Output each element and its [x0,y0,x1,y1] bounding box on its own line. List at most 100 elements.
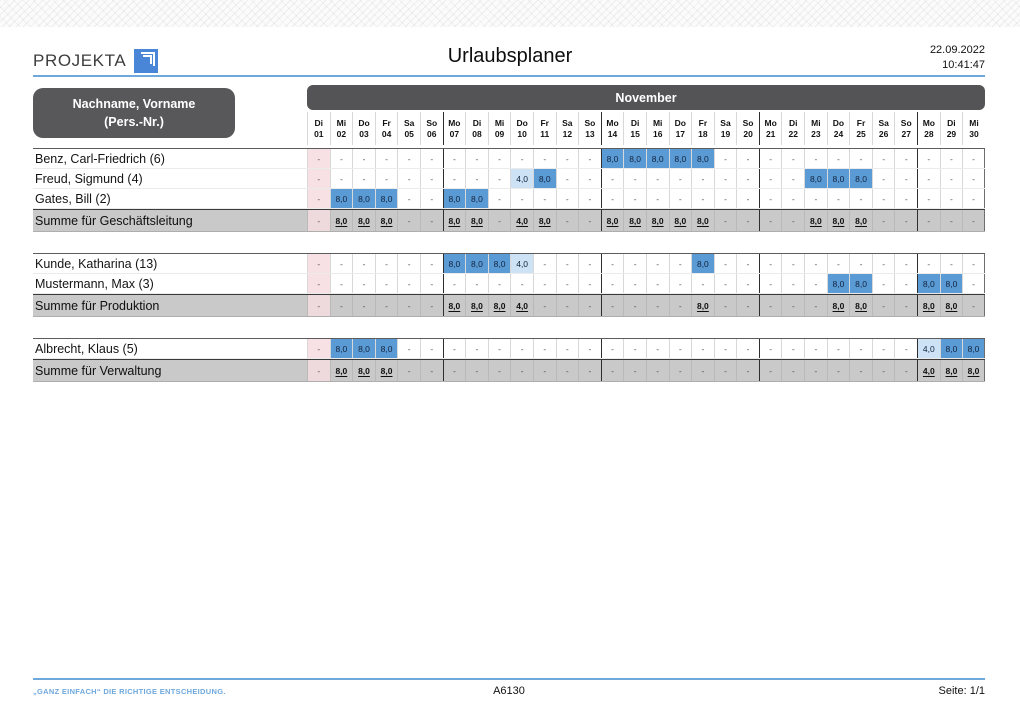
day-cell-22: - [781,339,804,358]
day-cell-18: 8,0 [691,149,714,168]
day-cell-08: - [465,274,488,293]
day-header-06: So 06 [419,112,443,145]
day-cell-15: - [623,295,646,316]
day-cell-24: 8,0 [826,274,850,293]
day-cell-26: - [871,254,895,273]
day-cell-11: - [532,189,556,208]
day-cell-27: - [894,254,917,273]
projekta-logo-icon [134,49,159,73]
day-cell-23: - [804,274,827,293]
day-cell-17: - [668,254,692,273]
day-cell-25: - [849,254,872,273]
day-cell-16: - [645,360,669,381]
day-cell-18: - [691,339,714,358]
day-cell-11: - [532,254,556,273]
day-cell-01: - [307,360,330,381]
day-cell-10: - [510,360,533,381]
day-cell-10: 4,0 [510,254,533,273]
day-header-29: Di 29 [939,112,963,145]
weekday-label: Di [472,117,482,128]
day-cell-30: - [962,295,985,316]
day-cell-02: - [329,149,353,168]
day-number-label: 09 [494,128,505,139]
weekday-label: Mi [494,117,505,128]
weekday-label: Fr [540,117,549,128]
day-cell-01: - [307,189,330,208]
day-number-label: 26 [878,128,889,139]
day-cell-12: - [555,339,579,358]
day-cell-15: - [623,169,646,188]
day-cell-24: - [826,254,850,273]
day-cell-13: - [578,360,601,381]
day-header-30: Mi 30 [962,112,985,145]
day-cell-26: - [871,149,895,168]
day-cell-23: - [804,254,827,273]
day-cell-26: - [871,189,895,208]
day-header-28: Mo 28 [917,112,940,145]
day-cell-29: - [939,254,963,273]
day-cell-30: 8,0 [962,360,985,381]
person-name: Albrecht, Klaus (5) [35,341,138,356]
day-cell-16: - [645,339,669,358]
day-cell-27: - [894,339,917,358]
day-cell-06: - [419,295,443,316]
day-number-label: 04 [381,128,392,139]
weekday-label: Mo [606,117,619,128]
day-cell-01: - [307,149,330,168]
day-cell-15: 8,0 [623,149,646,168]
day-cell-21: - [758,189,782,208]
report-time: 10:41:47 [942,58,985,71]
day-number-label: 27 [901,128,911,139]
person-row: Gates, Bill (2) -8,0 8,0 8,0- -8,0 8,0- - - - - - -… [33,189,985,209]
day-header-23: Mi 23 [804,112,827,145]
day-cell-22: - [781,295,804,316]
day-cell-14: 8,0 [600,210,624,231]
footer: „GANZ EINFACH“ DIE RICHTIGE ENTSCHEIDUNG… [33,678,985,702]
day-cell-02: 8,0 [329,189,353,208]
day-cell-16: - [645,189,669,208]
day-cell-26: - [871,210,895,231]
day-cell-21: - [758,295,782,316]
day-cell-14: - [600,189,624,208]
weekday-label: Di [789,117,798,128]
day-header-17: Do 17 [668,112,692,145]
day-cell-01: - [307,274,330,293]
day-cell-30: - [962,274,985,293]
day-cell-19: - [713,210,737,231]
day-cell-08: 8,0 [465,189,488,208]
weekday-label: So [584,117,596,128]
day-cell-17: 8,0 [668,149,692,168]
day-header-08: Di 08 [465,112,488,145]
day-cell-03: 8,0 [352,339,375,358]
weekday-label: Sa [720,117,731,128]
day-number-label: 13 [585,128,595,139]
weekday-label: Mo [922,117,935,128]
day-cell-04: - [374,254,398,273]
day-cell-14: - [600,360,624,381]
day-cell-07: - [442,360,466,381]
day-cell-18: - [691,274,714,293]
person-name: Benz, Carl-Friedrich (6) [35,151,165,166]
day-cell-18: - [691,360,714,381]
day-cell-17: 8,0 [668,210,692,231]
day-cell-02: - [329,274,353,293]
sum-row: Summe für Geschäftsleitung -8,0 8,0 8,0- -8,… [33,209,985,232]
day-cell-24: - [826,149,850,168]
day-cell-21: - [758,210,782,231]
day-number-label: 18 [698,128,708,139]
day-cell-13: - [578,210,601,231]
day-cell-25: 8,0 [849,169,872,188]
day-cell-13: - [578,339,601,358]
day-cell-12: - [555,189,579,208]
day-number-label: 02 [336,128,347,139]
person-row: Freud, Sigmund (4) - - - - - - - - -4,0 8,0- - - - - - -… [33,169,985,189]
day-cell-14: - [600,295,624,316]
day-cell-25: - [849,149,872,168]
day-cell-27: - [894,295,917,316]
day-number-label: 11 [540,128,550,139]
sum-label: Summe für Geschäftsleitung [35,213,193,228]
day-cell-12: - [555,274,579,293]
day-cell-16: - [645,254,669,273]
day-cell-28: 8,0 [917,295,940,316]
day-cell-10: 4,0 [510,295,533,316]
